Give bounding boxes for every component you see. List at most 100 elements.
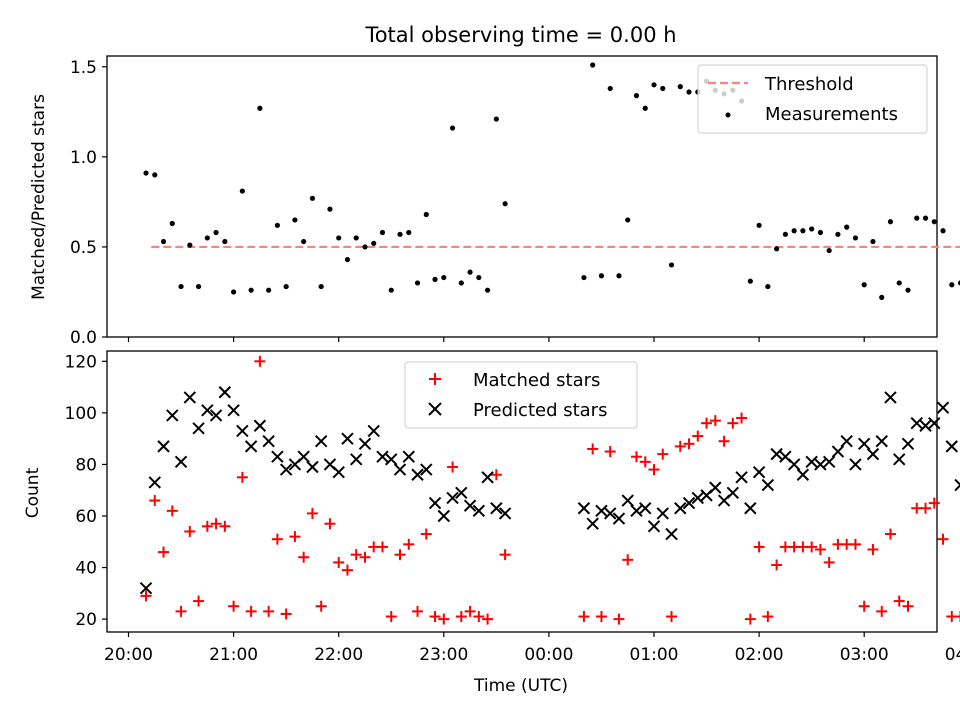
predicted-star-point	[463, 499, 477, 512]
measurement-point	[222, 238, 228, 245]
measurement-point	[231, 289, 237, 295]
predicted-star-point	[253, 419, 267, 432]
predicted-star-point	[761, 478, 775, 492]
measurement-point	[957, 280, 960, 286]
measurement-point	[835, 231, 841, 237]
measurement-point	[432, 276, 438, 282]
predicted-star-point	[647, 520, 661, 533]
measurement-point	[371, 240, 377, 246]
measurement-point	[274, 222, 280, 228]
predicted-star-point	[166, 409, 179, 422]
measurement-point	[283, 283, 289, 290]
matched-star-point	[280, 608, 292, 620]
matched-star-point	[955, 611, 960, 623]
measurement-point	[502, 201, 508, 207]
measurement-point	[169, 220, 175, 227]
measurement-point	[266, 287, 272, 293]
matched-star-point	[403, 538, 415, 550]
legend-matched-label: Matched stars	[473, 370, 600, 391]
counts-y-label: Count	[23, 467, 43, 518]
x-tick-label: 22:00	[314, 645, 363, 665]
predicted-star-point	[314, 435, 328, 448]
predicted-star-point	[271, 450, 284, 463]
predicted-star-point	[411, 468, 424, 481]
measurement-point	[309, 195, 316, 201]
measurement-point	[327, 206, 333, 212]
predicted-star-point	[814, 458, 827, 471]
matched-star-point	[928, 497, 940, 509]
predicted-star-point	[919, 419, 932, 432]
matched-star-point	[175, 605, 187, 617]
matched-star-point	[937, 533, 949, 545]
predicted-star-point	[770, 447, 783, 461]
measurement-point	[178, 283, 184, 290]
measurement-point	[581, 274, 587, 281]
measurement-point	[949, 282, 955, 288]
legend-matched-swatch	[429, 373, 441, 385]
predicted-star-point	[297, 450, 310, 463]
measurement-point	[458, 280, 464, 286]
predicted-star-point	[174, 455, 188, 469]
measurement-point	[143, 170, 149, 176]
predicted-star-point	[420, 463, 433, 476]
predicted-star-point	[244, 440, 258, 453]
measurement-point	[353, 235, 359, 241]
ratio-legend: Threshold Measurements	[697, 64, 928, 134]
matched-star-point	[245, 605, 257, 617]
x-tick-label: 03:00	[840, 645, 889, 665]
matched-star-point	[306, 507, 318, 519]
matched-star-point	[718, 435, 730, 447]
measurement-point	[844, 224, 850, 230]
matched-star-point	[920, 502, 932, 514]
measurement-point	[817, 229, 824, 236]
predicted-star-point	[621, 494, 634, 507]
matched-star-point	[814, 544, 826, 556]
predicted-star-point	[455, 486, 468, 499]
legend-measurement-swatch	[725, 112, 731, 118]
predicted-star-point	[157, 440, 170, 453]
predicted-star-point	[218, 386, 232, 399]
measurement-point	[152, 172, 158, 178]
counts-y-tick-label: 100	[65, 404, 97, 424]
x-axis-label: Time (UTC)	[473, 676, 568, 696]
predicted-star-point	[805, 455, 818, 469]
matched-star-point	[630, 451, 642, 463]
measurement-point	[362, 244, 368, 250]
measurement-point	[406, 229, 412, 236]
measurement-point	[414, 280, 421, 286]
predicted-star-point	[481, 471, 494, 484]
predicted-star-point	[306, 460, 319, 474]
predicted-star-point	[866, 447, 880, 461]
measurement-point	[388, 287, 394, 293]
matched-star-point	[201, 520, 213, 532]
measurement-point	[782, 231, 788, 237]
matched-star-point	[884, 528, 896, 540]
predicted-star-point	[376, 450, 389, 463]
predicted-star-point	[796, 468, 810, 481]
x-tick-label: 23:00	[419, 645, 468, 665]
x-tick-label: 20:00	[104, 645, 153, 665]
matched-star-point	[289, 531, 301, 543]
ratio-x-axis	[127, 337, 865, 342]
matched-star-point	[184, 525, 196, 537]
matched-star-point	[666, 611, 678, 623]
predicted-points	[139, 386, 960, 595]
matched-star-point	[394, 549, 406, 561]
matched-star-point	[236, 471, 248, 483]
counts-legend: Matched stars Predicted stars	[404, 361, 638, 429]
measurement-point	[195, 283, 202, 290]
x-tick-label: 02:00	[735, 645, 784, 665]
matched-star-point	[578, 611, 590, 623]
predicted-star-point	[884, 391, 897, 404]
predicted-star-point	[726, 486, 740, 499]
matched-star-point	[210, 518, 222, 530]
predicted-star-point	[192, 422, 205, 435]
predicted-star-point	[139, 581, 153, 595]
predicted-star-point	[148, 476, 161, 489]
measurement-point	[336, 235, 342, 241]
predicted-star-point	[665, 527, 678, 541]
measurement-point	[187, 242, 193, 248]
measurement-point	[914, 215, 920, 221]
predicted-star-point	[612, 512, 626, 525]
measurement-point	[791, 228, 797, 234]
